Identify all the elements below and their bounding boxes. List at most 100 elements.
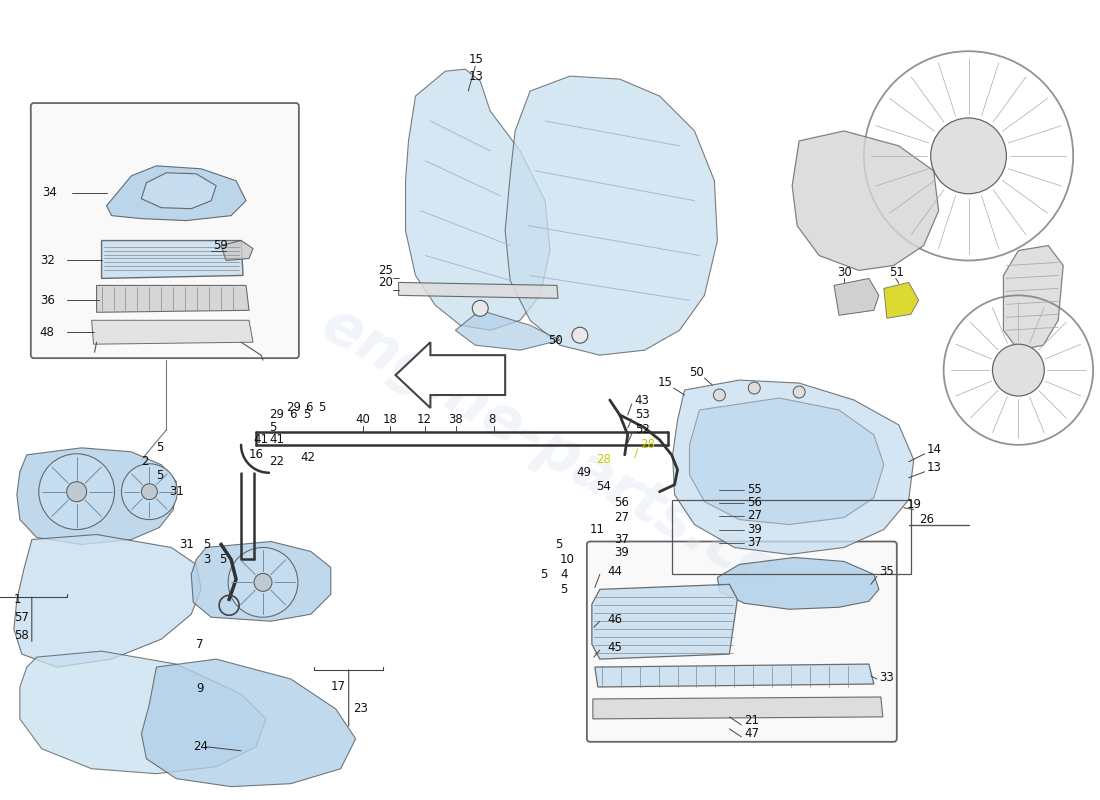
Text: 6: 6 bbox=[289, 409, 296, 422]
Text: 17: 17 bbox=[331, 681, 345, 694]
FancyBboxPatch shape bbox=[587, 542, 896, 742]
Text: 18: 18 bbox=[383, 414, 397, 426]
Polygon shape bbox=[672, 380, 914, 554]
Text: 53: 53 bbox=[635, 409, 649, 422]
Text: 12: 12 bbox=[417, 414, 431, 426]
Text: 56: 56 bbox=[614, 496, 629, 509]
Text: 14: 14 bbox=[926, 443, 942, 456]
Polygon shape bbox=[592, 584, 737, 659]
Text: 26: 26 bbox=[918, 513, 934, 526]
Text: 13: 13 bbox=[469, 70, 483, 82]
Text: 39: 39 bbox=[614, 546, 629, 559]
Text: 31: 31 bbox=[179, 538, 195, 551]
Text: 36: 36 bbox=[40, 294, 55, 307]
Text: 58: 58 bbox=[14, 629, 29, 642]
Text: 5: 5 bbox=[156, 442, 164, 454]
Text: 24: 24 bbox=[194, 740, 208, 754]
Polygon shape bbox=[396, 342, 505, 408]
Text: 52: 52 bbox=[635, 423, 650, 436]
Text: 57: 57 bbox=[14, 610, 29, 624]
Polygon shape bbox=[14, 534, 201, 667]
Polygon shape bbox=[792, 131, 938, 270]
Text: 5: 5 bbox=[204, 538, 210, 551]
Polygon shape bbox=[142, 659, 355, 786]
Text: 7: 7 bbox=[196, 638, 204, 650]
Polygon shape bbox=[455, 310, 560, 350]
Text: 16: 16 bbox=[249, 448, 264, 462]
Text: 29: 29 bbox=[286, 402, 301, 414]
Text: 15: 15 bbox=[658, 375, 672, 389]
Circle shape bbox=[254, 574, 272, 591]
Text: 30: 30 bbox=[837, 266, 851, 279]
Polygon shape bbox=[406, 69, 550, 330]
Polygon shape bbox=[101, 241, 243, 278]
Text: 5: 5 bbox=[270, 422, 276, 434]
Text: 49: 49 bbox=[576, 466, 591, 479]
Text: 35: 35 bbox=[879, 565, 893, 578]
Text: 44: 44 bbox=[608, 565, 623, 578]
Circle shape bbox=[39, 454, 114, 530]
Circle shape bbox=[121, 464, 177, 519]
Polygon shape bbox=[191, 542, 331, 622]
Text: 43: 43 bbox=[635, 394, 650, 406]
Text: 39: 39 bbox=[747, 523, 762, 536]
Text: 5: 5 bbox=[540, 568, 548, 581]
Text: 28: 28 bbox=[596, 454, 611, 466]
Text: 1: 1 bbox=[14, 593, 21, 606]
Circle shape bbox=[228, 547, 298, 618]
Text: 29: 29 bbox=[270, 409, 284, 422]
Circle shape bbox=[472, 300, 488, 316]
Text: 55: 55 bbox=[747, 483, 762, 496]
Text: 45: 45 bbox=[608, 641, 623, 654]
Text: 28: 28 bbox=[640, 438, 654, 451]
Polygon shape bbox=[883, 282, 918, 318]
Text: 19: 19 bbox=[906, 498, 922, 511]
Text: 47: 47 bbox=[745, 727, 759, 740]
Text: 5: 5 bbox=[219, 553, 227, 566]
Circle shape bbox=[714, 389, 725, 401]
Text: 5: 5 bbox=[560, 583, 568, 596]
Circle shape bbox=[793, 386, 805, 398]
Text: 10: 10 bbox=[560, 553, 575, 566]
Text: 15: 15 bbox=[469, 53, 483, 66]
Polygon shape bbox=[1003, 246, 1064, 350]
Polygon shape bbox=[717, 558, 879, 610]
Text: 8: 8 bbox=[488, 414, 496, 426]
Polygon shape bbox=[505, 76, 717, 355]
Polygon shape bbox=[221, 241, 253, 261]
Text: 56: 56 bbox=[747, 496, 762, 509]
Polygon shape bbox=[97, 286, 249, 312]
Text: 5: 5 bbox=[556, 538, 562, 551]
Text: 25: 25 bbox=[378, 264, 394, 277]
Circle shape bbox=[572, 327, 587, 343]
Text: 21: 21 bbox=[745, 714, 759, 727]
Polygon shape bbox=[20, 651, 266, 774]
Text: 42: 42 bbox=[301, 451, 316, 464]
Text: 11: 11 bbox=[590, 523, 605, 536]
Text: 50: 50 bbox=[690, 366, 704, 378]
Polygon shape bbox=[142, 173, 217, 209]
Text: 37: 37 bbox=[747, 536, 762, 549]
Circle shape bbox=[142, 484, 157, 500]
Polygon shape bbox=[834, 278, 879, 315]
Text: 46: 46 bbox=[608, 613, 623, 626]
Text: 38: 38 bbox=[449, 414, 463, 426]
Text: 54: 54 bbox=[596, 480, 611, 493]
Text: 34: 34 bbox=[42, 186, 56, 199]
Circle shape bbox=[748, 382, 760, 394]
Text: 27: 27 bbox=[747, 509, 762, 522]
Circle shape bbox=[931, 118, 1007, 194]
Text: 23: 23 bbox=[353, 702, 367, 715]
Text: 5: 5 bbox=[302, 409, 310, 422]
Text: 32: 32 bbox=[40, 254, 55, 267]
Text: 59: 59 bbox=[213, 239, 228, 252]
Text: 51: 51 bbox=[889, 266, 904, 279]
Polygon shape bbox=[107, 166, 246, 221]
Polygon shape bbox=[91, 320, 253, 344]
Text: 50: 50 bbox=[548, 334, 563, 346]
Text: 48: 48 bbox=[40, 326, 55, 338]
Polygon shape bbox=[595, 664, 873, 687]
Polygon shape bbox=[16, 448, 176, 545]
Text: 20: 20 bbox=[378, 276, 394, 289]
Text: 3: 3 bbox=[204, 553, 210, 566]
